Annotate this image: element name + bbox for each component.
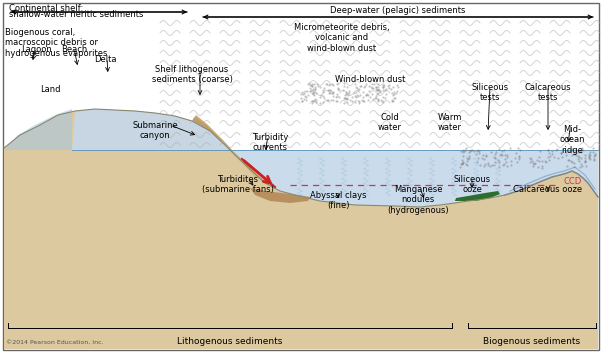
Text: Continental shelf:: Continental shelf:	[9, 4, 83, 13]
Polygon shape	[250, 188, 310, 203]
Polygon shape	[4, 109, 598, 349]
Text: Submarine
canyon: Submarine canyon	[132, 121, 178, 140]
Text: Biogenous sediments: Biogenous sediments	[483, 337, 580, 346]
Polygon shape	[4, 109, 72, 150]
Text: Abyssal clays
(fine): Abyssal clays (fine)	[310, 191, 366, 210]
Text: Siliceous
tests: Siliceous tests	[471, 83, 509, 102]
Text: Calcareous
tests: Calcareous tests	[525, 83, 571, 102]
Text: Wind-blown dust: Wind-blown dust	[335, 75, 405, 84]
Text: Calcareous ooze: Calcareous ooze	[514, 185, 583, 194]
Text: Lithogenous sediments: Lithogenous sediments	[178, 337, 283, 346]
Text: Land: Land	[40, 85, 60, 94]
Text: Siliceous
ooze: Siliceous ooze	[453, 175, 491, 195]
Text: ©2014 Pearson Education, Inc.: ©2014 Pearson Education, Inc.	[6, 340, 104, 345]
Text: shallow-water neritic sediments: shallow-water neritic sediments	[9, 10, 143, 19]
Text: Shelf lithogenous
sediments (coarse): Shelf lithogenous sediments (coarse)	[152, 65, 232, 84]
Text: Turbidity
currents: Turbidity currents	[252, 133, 288, 152]
Text: Beach: Beach	[61, 45, 87, 54]
Text: Mid-
ocean
ridge: Mid- ocean ridge	[559, 125, 585, 155]
Text: Delta: Delta	[94, 55, 116, 64]
Text: Turbidites
(submarine fans): Turbidites (submarine fans)	[202, 175, 274, 195]
Text: Deep-water (pelagic) sediments: Deep-water (pelagic) sediments	[330, 6, 466, 15]
Polygon shape	[192, 115, 268, 183]
Polygon shape	[192, 117, 258, 178]
Text: Biogenous coral,
macroscopic debris or
hydrogenous evaporites: Biogenous coral, macroscopic debris or h…	[5, 28, 107, 58]
Polygon shape	[72, 109, 598, 207]
Text: Warm
water: Warm water	[438, 113, 462, 132]
Polygon shape	[455, 191, 500, 201]
Text: CCD: CCD	[563, 176, 582, 185]
Text: Lagoon: Lagoon	[20, 45, 51, 54]
Text: Manganese
nodules
(hydrogenous): Manganese nodules (hydrogenous)	[387, 185, 449, 215]
Text: Cold
water: Cold water	[378, 113, 402, 132]
Text: Micrometeorite debris,
volcanic and
wind-blown dust: Micrometeorite debris, volcanic and wind…	[294, 23, 390, 53]
